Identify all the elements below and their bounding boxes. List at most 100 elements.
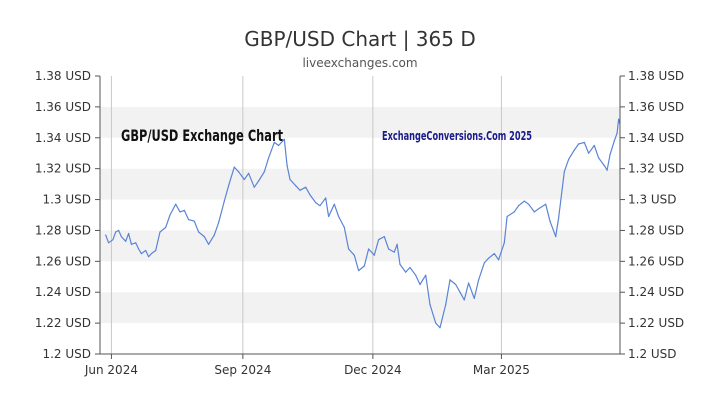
- data-point: [128, 232, 130, 235]
- data-point: [238, 171, 240, 173]
- grid-band: [100, 199, 620, 231]
- y-tick-label-left: 1.38 USD: [35, 69, 91, 83]
- series-line: [105, 118, 621, 329]
- data-point: [179, 211, 181, 213]
- chart-subtitle: liveexchanges.com: [302, 56, 417, 70]
- data-point: [498, 259, 500, 261]
- data-point: [568, 158, 570, 160]
- data-point: [148, 256, 150, 258]
- y-tick-label-right: 1.22 USD: [628, 316, 684, 330]
- data-point: [393, 251, 395, 253]
- data-point: [583, 141, 585, 143]
- data-point: [473, 297, 475, 299]
- data-point: [125, 240, 127, 242]
- data-point: [478, 279, 480, 281]
- data-point: [435, 322, 437, 324]
- y-tick-label-left: 1.24 USD: [35, 285, 91, 299]
- y-tick-label-left: 1.22 USD: [35, 316, 91, 330]
- data-point: [593, 144, 595, 147]
- data-point: [459, 291, 461, 293]
- data-point: [155, 249, 157, 252]
- data-point: [112, 239, 114, 241]
- annotation-left-label: GBP/USD Exchange Chart: [121, 126, 283, 145]
- data-point: [328, 215, 330, 218]
- data-point: [383, 236, 385, 238]
- data-point: [618, 118, 620, 120]
- data-point: [283, 138, 285, 140]
- annotation-right-label: ExchangeConversions.Com 2025: [382, 129, 532, 143]
- data-point: [455, 283, 457, 286]
- data-point: [213, 234, 215, 236]
- data-point: [419, 283, 421, 286]
- x-tick-label: Mar 2025: [473, 363, 530, 377]
- data-point: [409, 266, 411, 269]
- data-point: [378, 239, 380, 241]
- data-point: [468, 282, 470, 284]
- data-point: [405, 271, 407, 273]
- data-point: [193, 220, 195, 222]
- data-point: [606, 169, 608, 171]
- data-point: [523, 200, 525, 202]
- data-point: [289, 178, 291, 181]
- data-point: [130, 243, 132, 245]
- x-tick-label: Jun 2024: [84, 363, 138, 377]
- x-tick-label: Sep 2024: [214, 363, 271, 377]
- grid-band: [100, 230, 620, 262]
- axes: [99, 76, 621, 355]
- data-point: [105, 234, 107, 236]
- y-axis-right: 1.2 USD 1.22 USD 1.24 USD 1.26 USD 1.28 USD 1…: [620, 69, 684, 361]
- data-point: [609, 154, 611, 156]
- data-point: [118, 229, 120, 231]
- grid-band: [100, 106, 620, 138]
- data-point: [338, 215, 340, 218]
- data-point: [506, 215, 508, 218]
- data-point: [348, 248, 350, 250]
- data-point: [449, 279, 451, 281]
- data-point: [278, 144, 280, 147]
- grid-band: [100, 137, 620, 169]
- data-point: [368, 248, 370, 250]
- grid-band: [100, 168, 620, 200]
- data-point: [286, 165, 288, 167]
- data-point: [439, 327, 441, 329]
- x-axis: Jun 2024 Sep 2024 Dec 2024 Mar 2025: [84, 354, 530, 377]
- data-point: [588, 152, 590, 154]
- y-axis-left: 1.2 USD 1.22 USD 1.24 USD 1.26 USD 1.28 USD 1…: [35, 69, 100, 361]
- grid-band: [100, 76, 620, 107]
- data-point: [353, 254, 355, 256]
- data-point: [188, 219, 190, 221]
- data-point: [138, 248, 140, 250]
- y-tick-label-left: 1.3 USD: [42, 193, 91, 207]
- data-point: [578, 143, 580, 145]
- grid-band: [100, 292, 620, 324]
- y-tick-label-right: 1.36 USD: [628, 100, 684, 114]
- data-point: [208, 243, 210, 245]
- data-point: [488, 257, 490, 259]
- y-tick-label-left: 1.26 USD: [35, 254, 91, 268]
- data-point: [233, 166, 235, 168]
- data-point: [358, 270, 360, 272]
- data-point: [115, 231, 117, 233]
- x-tick-label: Dec 2024: [344, 363, 402, 377]
- data-point: [263, 171, 265, 173]
- data-point: [135, 242, 137, 244]
- data-point: [333, 203, 335, 205]
- y-tick-label-left: 1.32 USD: [35, 162, 91, 176]
- data-point: [120, 236, 122, 238]
- data-point: [343, 226, 345, 228]
- y-tick-label-right: 1.32 USD: [628, 162, 684, 176]
- data-point: [549, 220, 551, 222]
- data-point: [140, 253, 142, 255]
- series-layer: [105, 118, 621, 329]
- data-point: [528, 203, 530, 205]
- data-point: [463, 299, 465, 301]
- y-tick-label-right: 1.38 USD: [628, 69, 684, 83]
- data-point: [388, 248, 390, 250]
- data-point: [108, 242, 110, 244]
- y-tick-label-right: 1.3 USD: [628, 193, 677, 207]
- data-point: [399, 263, 401, 265]
- data-point: [545, 203, 547, 205]
- data-point: [373, 254, 375, 256]
